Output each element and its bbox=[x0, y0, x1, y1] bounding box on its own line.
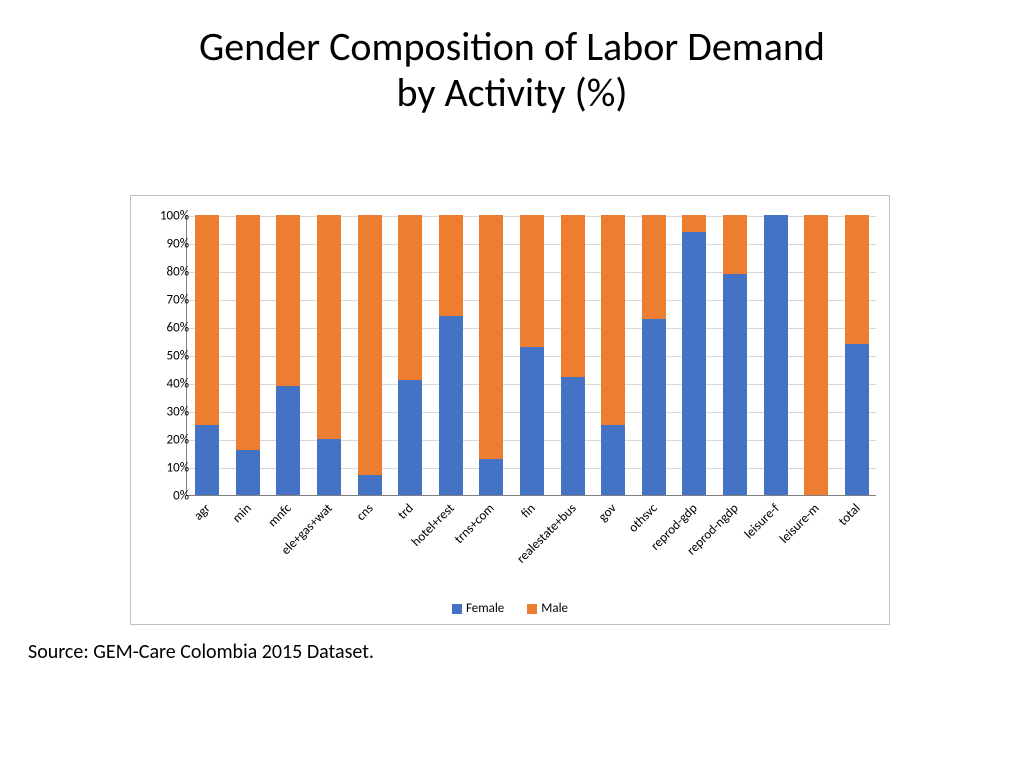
bar-hotel+rest bbox=[439, 216, 463, 495]
legend-item-male: Male bbox=[527, 601, 568, 616]
bar-female bbox=[479, 459, 503, 495]
bar-female bbox=[642, 319, 666, 495]
bar-male bbox=[439, 215, 463, 316]
bar-leisure-f bbox=[764, 216, 788, 495]
x-tick-label: trns+com bbox=[452, 501, 498, 547]
bar-gov bbox=[601, 216, 625, 495]
y-tick-label: 80% bbox=[139, 265, 189, 280]
bar-female bbox=[358, 475, 382, 495]
x-tick-label: hotel+rest bbox=[409, 501, 458, 550]
y-tick-label: 50% bbox=[139, 349, 189, 364]
bar-trns+com bbox=[479, 216, 503, 495]
x-tick-label: gov bbox=[596, 501, 620, 525]
bar-female bbox=[561, 377, 585, 495]
bar-male bbox=[479, 215, 503, 459]
bar-male bbox=[358, 215, 382, 475]
bar-ele+gas+wat bbox=[317, 216, 341, 495]
bar-female bbox=[236, 450, 260, 495]
y-tick-label: 30% bbox=[139, 405, 189, 420]
bar-female bbox=[398, 380, 422, 495]
bar-male bbox=[642, 215, 666, 319]
y-tick-label: 40% bbox=[139, 377, 189, 392]
x-tick-label: trd bbox=[395, 501, 417, 523]
x-tick-label: agr bbox=[191, 501, 214, 524]
legend-label-male: Male bbox=[541, 601, 568, 616]
legend-swatch-male bbox=[527, 604, 537, 614]
bar-male bbox=[682, 215, 706, 232]
bar-min bbox=[236, 216, 260, 495]
bar-male bbox=[561, 215, 585, 377]
y-tick-label: 20% bbox=[139, 433, 189, 448]
bar-trd bbox=[398, 216, 422, 495]
bar-cns bbox=[358, 216, 382, 495]
bar-male bbox=[723, 215, 747, 274]
y-tick-label: 90% bbox=[139, 237, 189, 252]
legend-label-female: Female bbox=[466, 601, 504, 616]
bar-reprod-gdp bbox=[682, 216, 706, 495]
bar-male bbox=[845, 215, 869, 344]
y-tick-label: 70% bbox=[139, 293, 189, 308]
bar-female bbox=[845, 344, 869, 495]
bar-female bbox=[520, 347, 544, 495]
bar-female bbox=[764, 215, 788, 495]
legend-swatch-female bbox=[452, 604, 462, 614]
bar-male bbox=[601, 215, 625, 425]
bar-male bbox=[520, 215, 544, 347]
bar-othsvc bbox=[642, 216, 666, 495]
x-tick-label: total bbox=[835, 501, 863, 529]
bar-total bbox=[845, 216, 869, 495]
y-tick-label: 100% bbox=[139, 209, 189, 224]
bar-female bbox=[682, 232, 706, 495]
x-tick-label: fin bbox=[518, 501, 538, 521]
chart-container: Female Male 0% 10% 20% 30% 40% 50% 60% 70% 80% 90… bbox=[130, 195, 890, 625]
y-tick-label: 0% bbox=[139, 489, 189, 504]
title-line-2: by Activity (%) bbox=[0, 70, 1024, 116]
legend-item-female: Female bbox=[452, 601, 504, 616]
x-tick-label: cns bbox=[353, 501, 376, 524]
bar-leisure-m bbox=[804, 216, 828, 495]
bar-fin bbox=[520, 216, 544, 495]
bar-female bbox=[195, 425, 219, 495]
y-tick-label: 60% bbox=[139, 321, 189, 336]
bar-male bbox=[276, 215, 300, 386]
x-tick-label: mnfc bbox=[266, 501, 295, 530]
bar-male bbox=[195, 215, 219, 425]
bar-agr bbox=[195, 216, 219, 495]
bar-female bbox=[317, 439, 341, 495]
bar-female bbox=[276, 386, 300, 495]
bar-male bbox=[804, 215, 828, 495]
bar-male bbox=[236, 215, 260, 450]
bar-reprod-ngdp bbox=[723, 216, 747, 495]
x-tick-label: othsvc bbox=[626, 501, 661, 536]
legend: Female Male bbox=[131, 601, 889, 616]
bar-female bbox=[723, 274, 747, 495]
bar-male bbox=[398, 215, 422, 380]
y-tick-label: 10% bbox=[139, 461, 189, 476]
page-title: Gender Composition of Labor Demand by Ac… bbox=[0, 0, 1024, 116]
source-text: Source: GEM-Care Colombia 2015 Dataset. bbox=[28, 640, 374, 664]
x-tick-label: min bbox=[230, 501, 255, 526]
plot-area bbox=[186, 216, 876, 496]
bar-female bbox=[439, 316, 463, 495]
bar-mnfc bbox=[276, 216, 300, 495]
bar-male bbox=[317, 215, 341, 439]
x-tick-label: leisure-m bbox=[777, 501, 823, 547]
title-line-1: Gender Composition of Labor Demand bbox=[0, 24, 1024, 70]
bar-female bbox=[601, 425, 625, 495]
bar-realestate+bus bbox=[561, 216, 585, 495]
